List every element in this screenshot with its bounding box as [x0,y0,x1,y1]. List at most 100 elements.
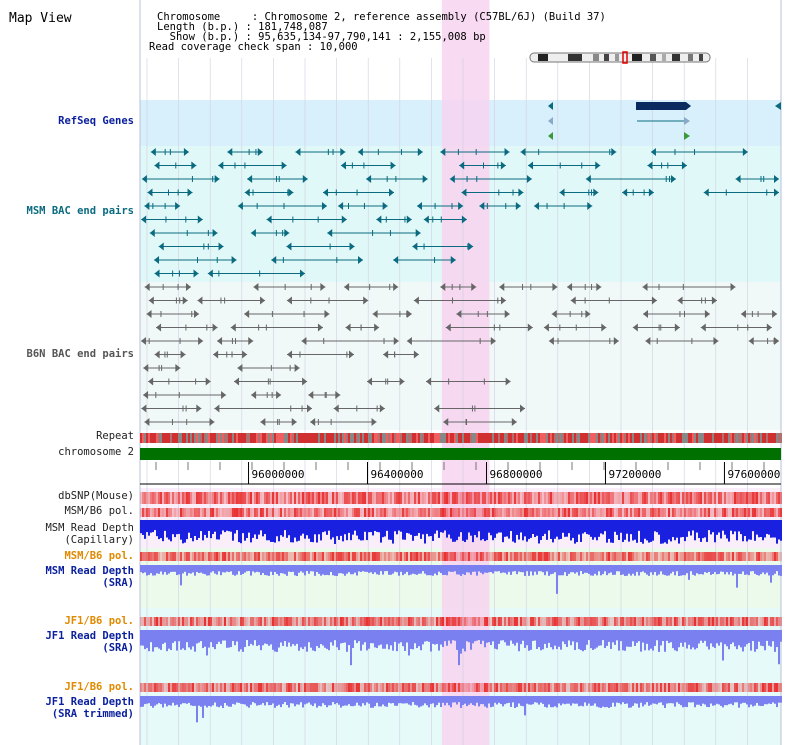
msm-depth-sra-bar [442,565,444,576]
track-label-dbsnp: dbSNP(Mouse) [58,490,134,502]
track-label-refseq[interactable]: RefSeq Genes [58,115,134,127]
msm-b6-pol-heat [658,508,660,517]
msm-b6-pol-heat-2 [282,552,284,561]
jf1-b6-pol-heat [572,617,574,626]
dbsnp-heat [624,492,626,504]
msm-b6-pol-heat [650,508,652,517]
jf1-b6-pol-heat-2 [732,683,734,692]
dbsnp-heat [426,492,428,504]
msm-b6-pol-heat-2 [568,552,570,561]
dbsnp-heat [492,492,494,504]
jf1-depth-trim-bar [154,696,156,706]
msm-b6-pol-heat-2 [570,552,572,561]
msm-b6-pol-heat-2 [214,552,216,561]
jf1-b6-pol-heat [780,617,782,626]
msm-depth-sra-bar [272,565,274,576]
msm-b6-pol-heat [666,508,668,517]
jf1-b6-pol-heat [562,617,564,626]
repeat-segment [494,433,496,443]
msm-b6-pol-heat [780,508,782,517]
msm-b6-pol-heat-2 [636,552,638,561]
msm-bac-pair-end [393,256,399,264]
dbsnp-heat [510,492,512,504]
repeat-segment [372,433,374,443]
msm-b6-pol-heat-2 [554,552,556,561]
jf1-b6-pol-heat [168,617,170,626]
dbsnp-heat [158,492,160,504]
jf1-b6-pol-heat [418,617,420,626]
msm-depth-sra-bar [198,565,200,574]
msm-b6-pol-heat [582,508,584,517]
msm-bac-pair-end [284,229,290,237]
repeat-segment [536,433,538,443]
track-label-msm-bac[interactable]: MSM BAC end pairs [26,205,134,217]
jf1-b6-pol-heat-2 [150,683,152,692]
dbsnp-heat [704,492,706,504]
jf1-b6-pol-heat-2 [354,683,356,692]
b6n-bac-pair-end [651,296,657,305]
jf1-b6-pol-heat-2 [580,683,582,692]
dbsnp-heat [760,492,762,504]
jf1-b6-pol-heat [510,617,512,626]
msm-depth-capillary-bar [704,520,706,538]
jf1-b6-pol-heat-2 [264,683,266,692]
dbsnp-heat [710,492,712,504]
msm-depth-capillary-bar [534,520,536,538]
msm-b6-pol-heat [190,508,192,517]
jf1-depth-sra-bar [510,630,512,641]
b6n-bac-pair-end [244,310,250,318]
msm-depth-sra-bar [438,565,440,572]
dbsnp-heat [308,492,310,504]
jf1-depth-sra-bar [744,630,746,647]
msm-depth-capillary-bar [502,520,504,543]
msm-b6-pol-heat [764,508,766,517]
dbsnp-heat [172,492,174,504]
msm-b6-pol-heat-2 [698,552,700,561]
dbsnp-heat [622,492,624,504]
jf1-b6-pol-heat [438,617,440,626]
msm-depth-sra-bar [754,565,756,574]
msm-depth-capillary-bar [678,520,680,544]
jf1-b6-pol-heat-2 [464,683,466,692]
repeat-segment [228,433,230,443]
jf1-b6-pol-heat [372,617,374,626]
jf1-depth-trim-bar [256,696,258,706]
jf1-depth-sra-bar [540,630,542,651]
msm-b6-pol-heat-2 [446,552,448,561]
jf1-depth-trim-bar [250,696,252,705]
repeat-segment [780,433,782,443]
dbsnp-heat [690,492,692,504]
msm-depth-capillary-bar [648,520,650,543]
jf1-b6-pol-heat-2 [746,683,748,692]
jf1-b6-pol-heat [756,617,758,626]
jf1-depth-trim-bar [642,696,644,707]
msm-depth-sra-bar [150,565,152,574]
jf1-b6-pol-heat-2 [716,683,718,692]
msm-depth-capillary-bar [154,520,156,531]
jf1-b6-pol-heat-2 [386,683,388,692]
repeat-segment [240,433,242,443]
msm-depth-sra-bar [278,565,280,576]
repeat-segment [294,433,296,443]
msm-depth-sra-bar [160,565,162,572]
jf1-b6-pol-heat-2 [652,683,654,692]
msm-b6-pol-heat [634,508,636,517]
jf1-depth-sra-bar [346,630,348,652]
dbsnp-heat [278,492,280,504]
b6n-bac-pair-end [674,323,680,332]
jf1-b6-pol-heat [286,617,288,626]
jf1-depth-trim-bar [780,696,782,703]
jf1-b6-pol-heat-2 [312,683,314,692]
jf1-depth-sra-bar [284,630,286,642]
jf1-b6-pol-heat [284,617,286,626]
jf1-depth-trim-bar [468,696,470,705]
jf1-depth-trim-bar [608,696,610,708]
track-label-b6n-bac[interactable]: B6N BAC end pairs [26,348,134,360]
jf1-b6-pol-heat [534,617,536,626]
jf1-b6-pol-heat [670,617,672,626]
msm-depth-sra-bar [168,565,170,574]
msm-b6-pol-heat [372,508,374,517]
dbsnp-heat [652,492,654,504]
msm-b6-pol-heat [602,508,604,517]
